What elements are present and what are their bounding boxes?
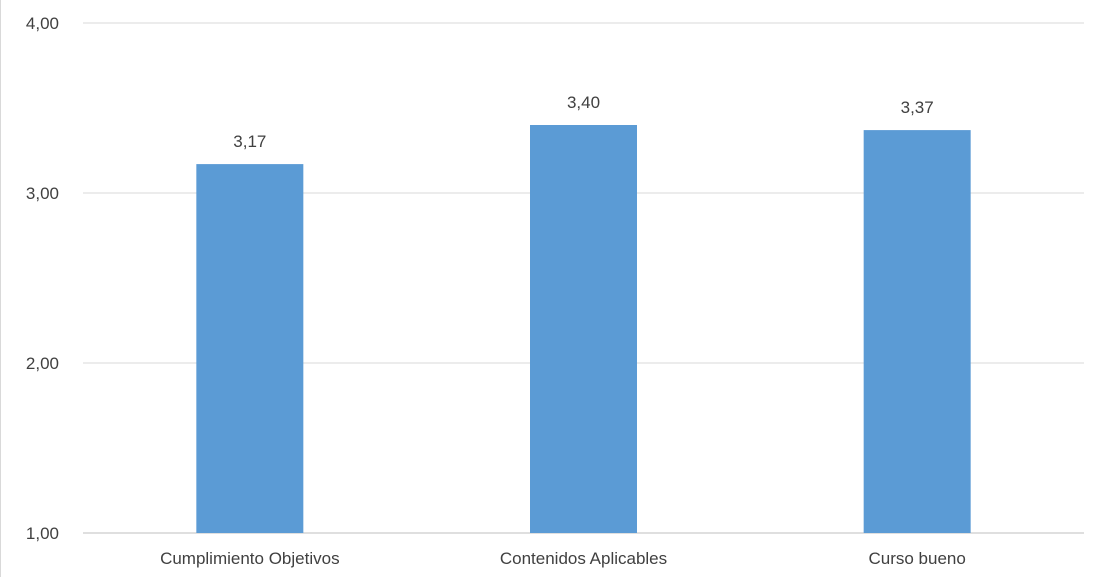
x-tick-label: Cumplimiento Objetivos <box>160 549 340 568</box>
y-tick-label: 1,00 <box>26 524 59 543</box>
bar <box>196 164 304 533</box>
y-tick-label: 3,00 <box>26 184 59 203</box>
bar <box>530 125 637 533</box>
data-label: 3,37 <box>901 98 934 117</box>
data-label: 3,17 <box>233 132 266 151</box>
bars <box>196 125 971 533</box>
y-tick-label: 4,00 <box>26 14 59 33</box>
data-label: 3,40 <box>567 93 600 112</box>
x-tick-label: Curso bueno <box>868 549 965 568</box>
x-tick-label: Contenidos Aplicables <box>500 549 667 568</box>
bar <box>863 130 971 533</box>
labels: 1,00 2,00 3,00 4,00 3,17 Cumplimiento Objetiv… <box>26 14 966 568</box>
y-tick-label: 2,00 <box>26 354 59 373</box>
